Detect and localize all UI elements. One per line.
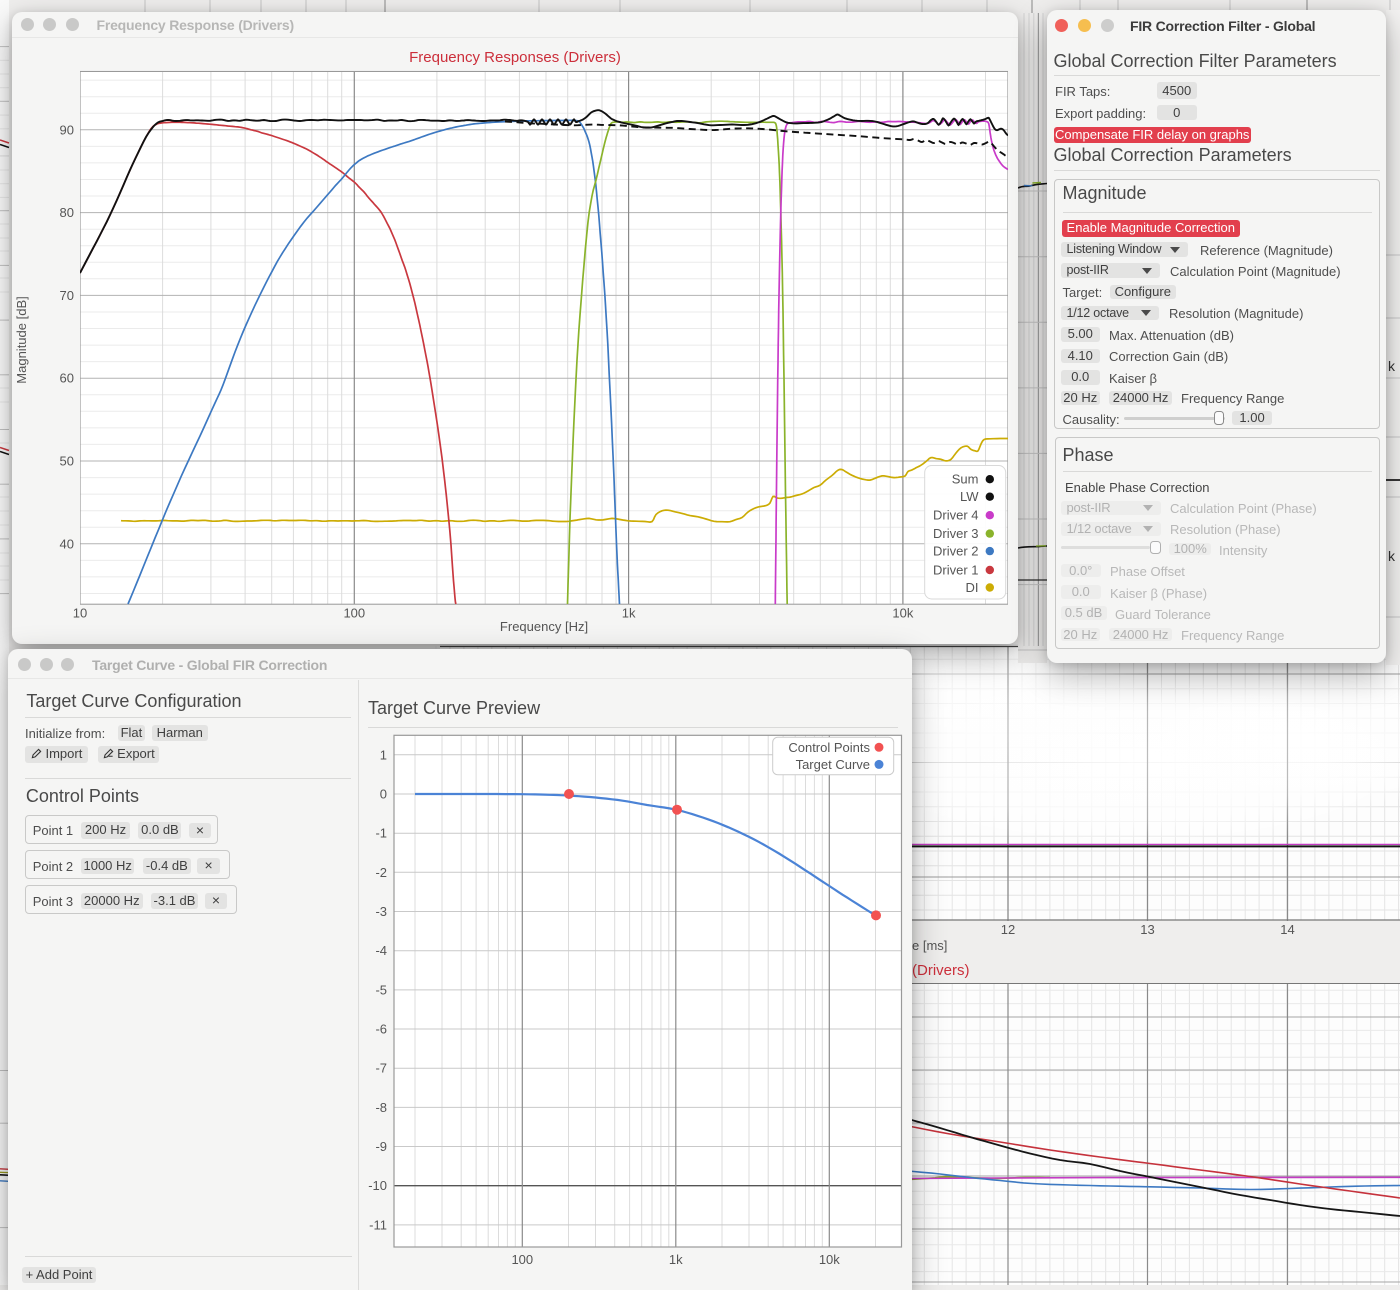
- svg-text:60: 60: [60, 371, 74, 386]
- svg-text:-2: -2: [375, 865, 387, 880]
- svg-text:-7: -7: [375, 1061, 387, 1076]
- svg-text:-4: -4: [375, 943, 387, 958]
- svg-text:-11: -11: [369, 1217, 387, 1232]
- svg-text:0: 0: [380, 787, 387, 802]
- svg-text:40: 40: [60, 536, 74, 551]
- svg-text:12: 12: [1001, 922, 1015, 937]
- svg-text:Frequency [Hz]: Frequency [Hz]: [500, 619, 588, 634]
- svg-text:Control Points: Control Points: [788, 740, 870, 755]
- svg-text:Sum: Sum: [952, 472, 979, 487]
- svg-text:Frequency Responses (Drivers): Frequency Responses (Drivers): [409, 49, 621, 66]
- svg-text:Driver 2: Driver 2: [933, 544, 979, 559]
- svg-text:(Drivers): (Drivers): [912, 962, 970, 979]
- svg-text:-1: -1: [375, 826, 387, 841]
- svg-text:e [ms]: e [ms]: [912, 938, 947, 953]
- svg-text:10: 10: [73, 606, 87, 621]
- svg-text:50: 50: [60, 454, 74, 469]
- svg-text:-3: -3: [375, 904, 387, 919]
- svg-text:13: 13: [1140, 922, 1154, 937]
- svg-text:14: 14: [1280, 922, 1294, 937]
- svg-text:Driver 1: Driver 1: [933, 563, 979, 578]
- svg-text:DI: DI: [966, 580, 979, 595]
- svg-text:-9: -9: [375, 1139, 387, 1154]
- svg-text:70: 70: [60, 288, 74, 303]
- svg-text:-5: -5: [375, 982, 387, 997]
- svg-text:k: k: [1388, 358, 1396, 374]
- svg-text:Target Curve: Target Curve: [796, 757, 870, 772]
- svg-text:Driver 3: Driver 3: [933, 526, 979, 541]
- svg-text:100: 100: [343, 606, 365, 621]
- svg-text:1k: 1k: [669, 1252, 683, 1267]
- svg-text:-6: -6: [375, 1022, 387, 1037]
- svg-text:1: 1: [380, 747, 387, 762]
- svg-text:LW: LW: [960, 489, 979, 504]
- svg-text:80: 80: [60, 205, 74, 220]
- svg-text:90: 90: [60, 122, 74, 137]
- svg-text:1k: 1k: [622, 606, 636, 621]
- svg-text:k: k: [1388, 548, 1396, 564]
- svg-text:10k: 10k: [819, 1252, 840, 1267]
- svg-text:-10: -10: [368, 1178, 387, 1193]
- svg-text:Driver 4: Driver 4: [933, 508, 979, 523]
- svg-text:100: 100: [511, 1252, 533, 1267]
- svg-text:-8: -8: [375, 1100, 387, 1115]
- svg-text:Magnitude [dB]: Magnitude [dB]: [14, 296, 29, 383]
- svg-text:10k: 10k: [892, 606, 913, 621]
